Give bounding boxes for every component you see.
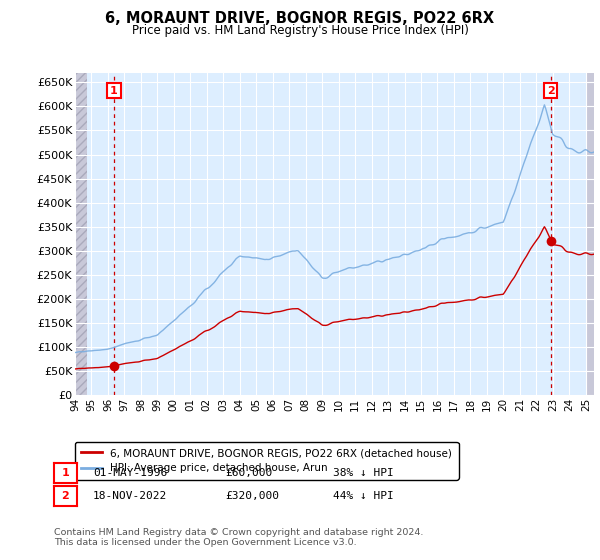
Text: 1: 1 <box>110 86 118 96</box>
Text: 38% ↓ HPI: 38% ↓ HPI <box>333 468 394 478</box>
Text: 18-NOV-2022: 18-NOV-2022 <box>93 491 167 501</box>
Text: £320,000: £320,000 <box>225 491 279 501</box>
Text: Price paid vs. HM Land Registry's House Price Index (HPI): Price paid vs. HM Land Registry's House … <box>131 24 469 36</box>
Text: 44% ↓ HPI: 44% ↓ HPI <box>333 491 394 501</box>
Text: 01-MAY-1996: 01-MAY-1996 <box>93 468 167 478</box>
Text: 6, MORAUNT DRIVE, BOGNOR REGIS, PO22 6RX: 6, MORAUNT DRIVE, BOGNOR REGIS, PO22 6RX <box>106 11 494 26</box>
Text: 1: 1 <box>62 468 69 478</box>
Text: 2: 2 <box>62 491 69 501</box>
Bar <box>587 73 594 395</box>
Text: 2: 2 <box>547 86 555 96</box>
Text: Contains HM Land Registry data © Crown copyright and database right 2024.
This d: Contains HM Land Registry data © Crown c… <box>54 528 424 547</box>
Bar <box>75 73 86 395</box>
Bar <box>75 73 86 395</box>
Text: £60,000: £60,000 <box>225 468 272 478</box>
Legend: 6, MORAUNT DRIVE, BOGNOR REGIS, PO22 6RX (detached house), HPI: Average price, d: 6, MORAUNT DRIVE, BOGNOR REGIS, PO22 6RX… <box>75 442 458 479</box>
